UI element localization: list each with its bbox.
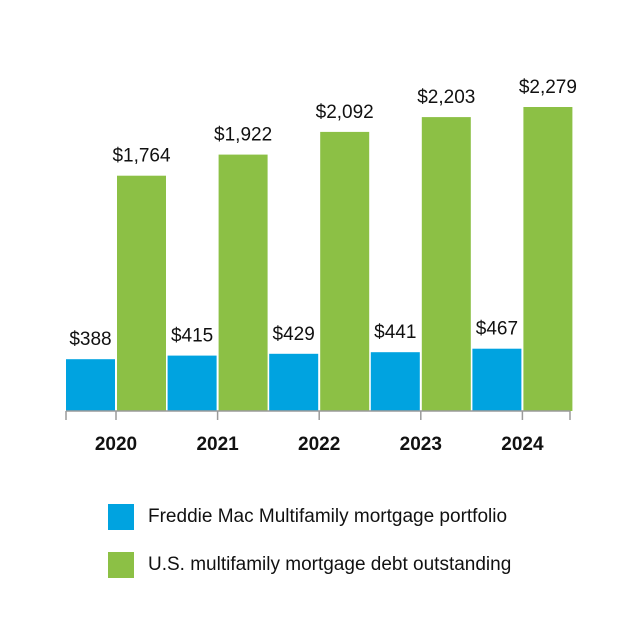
legend-swatch-us-debt xyxy=(108,552,134,578)
bar-us-debt-2023 xyxy=(421,117,471,411)
category-labels-group: 2020 2021 2022 2023 2024 xyxy=(95,434,544,455)
value-label-us-debt-2023: $2,203 xyxy=(417,87,475,108)
bar-freddie-mac-2023 xyxy=(370,352,420,411)
legend-label-us-debt: U.S. multifamily mortgage debt outstandi… xyxy=(148,554,512,575)
legend-item-us-debt: U.S. multifamily mortgage debt outstandi… xyxy=(108,550,511,580)
bar-us-debt-2024 xyxy=(523,107,573,411)
category-label-2022: 2022 xyxy=(298,434,340,455)
value-label-freddie-mac-2022: $429 xyxy=(273,324,315,345)
value-label-freddie-mac-2020: $388 xyxy=(69,329,111,350)
legend-label-freddie-mac: Freddie Mac Multifamily mortgage portfol… xyxy=(148,506,508,527)
bar-us-debt-2021 xyxy=(218,154,268,411)
value-label-us-debt-2022: $2,092 xyxy=(316,102,374,123)
value-label-us-debt-2021: $1,922 xyxy=(214,125,272,146)
bar-freddie-mac-2022 xyxy=(269,353,319,411)
bar-freddie-mac-2020 xyxy=(66,359,115,411)
category-label-2020: 2020 xyxy=(95,434,137,455)
legend: Freddie Mac Multifamily mortgage portfol… xyxy=(108,502,511,598)
legend-swatch-freddie-mac xyxy=(108,504,134,530)
bars-group xyxy=(66,107,573,411)
value-labels-group: $388 $1,764 $415 $1,922 $429 $2,092 $441 $2,203… xyxy=(69,77,577,350)
bar-freddie-mac-2024 xyxy=(472,348,522,411)
bar-chart: $388 $1,764 $415 $1,922 $429 $2,092 $441 $2,203… xyxy=(65,77,577,455)
bar-freddie-mac-2021 xyxy=(167,355,217,411)
value-label-us-debt-2020: $1,764 xyxy=(112,146,171,167)
bar-us-debt-2020 xyxy=(117,175,166,411)
category-label-2021: 2021 xyxy=(196,434,239,455)
legend-item-freddie-mac: Freddie Mac Multifamily mortgage portfol… xyxy=(108,502,511,532)
value-label-freddie-mac-2021: $415 xyxy=(171,326,213,347)
category-label-2023: 2023 xyxy=(400,434,442,455)
x-axis-ticks-group xyxy=(65,411,571,420)
bar-us-debt-2022 xyxy=(320,131,370,411)
value-label-freddie-mac-2024: $467 xyxy=(476,319,518,340)
category-label-2024: 2024 xyxy=(501,434,544,455)
value-label-freddie-mac-2023: $441 xyxy=(374,322,416,343)
value-label-us-debt-2024: $2,279 xyxy=(519,77,577,98)
